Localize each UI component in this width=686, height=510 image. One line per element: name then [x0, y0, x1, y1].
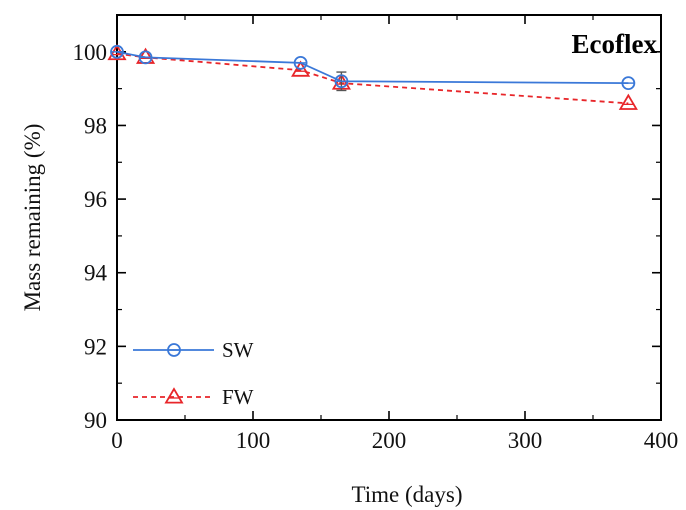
legend-label-sw: SW — [222, 338, 254, 362]
legend-item-sw: SW — [133, 338, 254, 362]
x-axis-title: Time (days) — [352, 482, 463, 507]
data-point-fw — [291, 60, 311, 77]
legend-label-fw: FW — [222, 385, 254, 409]
y-tick-label: 92 — [84, 334, 107, 359]
chart-title: Ecoflex — [572, 29, 658, 59]
x-tick-label: 200 — [372, 428, 407, 453]
series-layer — [107, 43, 638, 110]
y-tick-label: 90 — [84, 408, 107, 433]
legend-marker-fw — [164, 387, 184, 404]
y-tick-label: 98 — [84, 113, 107, 138]
series-line-sw — [116, 50, 629, 85]
y-tick-label: 94 — [84, 261, 108, 286]
legend: SW FW — [133, 338, 254, 409]
y-tick-label: 96 — [84, 187, 107, 212]
series-sw — [110, 44, 636, 92]
series-line-fw — [116, 52, 629, 105]
y-axis-title: Mass remaining (%) — [20, 124, 45, 312]
legend-item-fw: FW — [133, 385, 254, 409]
x-tick-label: 400 — [644, 428, 679, 453]
plot-frame — [116, 14, 662, 421]
series-fw — [107, 43, 638, 110]
x-tick-label: 100 — [236, 428, 271, 453]
axes: 0 100 200 300 400 90 92 94 96 98 100 — [73, 14, 679, 453]
x-tick-label: 0 — [111, 428, 123, 453]
x-tick-label: 300 — [508, 428, 543, 453]
data-point-fw — [618, 93, 638, 110]
y-tick-label: 100 — [73, 40, 108, 65]
